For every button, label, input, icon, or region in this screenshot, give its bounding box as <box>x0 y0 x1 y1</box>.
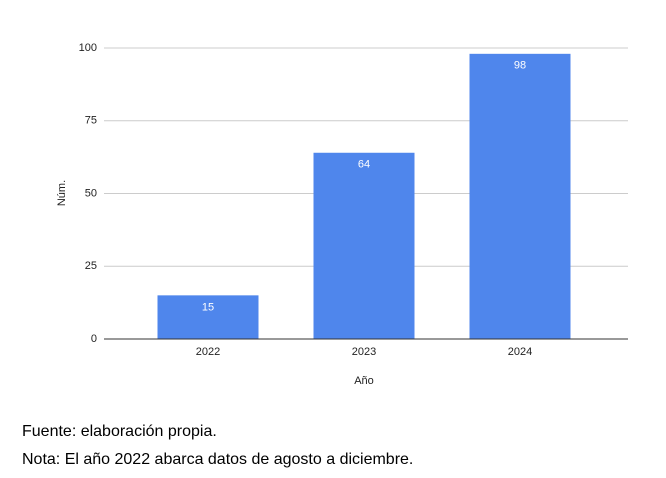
x-tick-label: 2024 <box>508 346 532 358</box>
bar <box>157 295 259 339</box>
x-tick-label: 2023 <box>352 346 376 358</box>
source-note: Fuente: elaboración propia. <box>22 423 217 440</box>
y-tick-label: 100 <box>79 42 97 54</box>
y-axis-title: Núm. <box>56 180 68 206</box>
data-label: 15 <box>202 301 214 313</box>
data-label: 64 <box>358 159 370 171</box>
y-tick-label: 75 <box>85 115 97 127</box>
bar <box>313 152 415 339</box>
footnote: Nota: El año 2022 abarca datos de agosto… <box>22 451 413 468</box>
data-label: 98 <box>514 60 526 72</box>
x-axis-title: Año <box>354 375 374 387</box>
x-tick-label: 2022 <box>196 346 220 358</box>
y-tick-label: 0 <box>91 333 97 345</box>
y-tick-label: 25 <box>85 260 97 272</box>
y-tick-label: 50 <box>85 187 97 199</box>
bar <box>469 53 571 339</box>
